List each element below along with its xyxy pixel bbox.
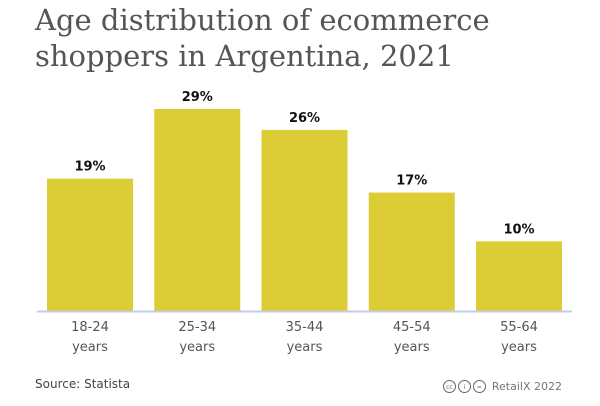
x-tick-label: years <box>179 340 215 355</box>
bar <box>476 241 562 311</box>
x-tick-label: 35-44 <box>286 320 324 335</box>
attribution-icon: i <box>457 380 471 393</box>
credit-text: RetailX 2022 <box>491 380 562 393</box>
credit: cc i = RetailX 2022 <box>442 380 562 393</box>
data-label: 29% <box>182 90 213 105</box>
bar <box>368 192 455 311</box>
x-tick-label: years <box>72 340 108 355</box>
source-note: Source: Statista <box>35 377 131 391</box>
x-tick-label: 18-24 <box>71 320 109 335</box>
bar <box>261 129 348 311</box>
x-tick-label: years <box>287 340 323 355</box>
data-label: 10% <box>503 222 534 237</box>
bar <box>47 178 133 311</box>
data-label: 26% <box>289 111 320 126</box>
no-derivatives-icon: = <box>472 380 486 393</box>
x-tick-label: 55-64 <box>500 320 538 335</box>
bar <box>154 109 241 311</box>
data-label: 19% <box>74 160 105 175</box>
x-tick-label: years <box>501 340 537 355</box>
cc-icon: cc <box>442 380 456 393</box>
data-label: 17% <box>396 174 427 189</box>
chart-title: Age distribution of ecommerce shoppers i… <box>35 3 490 73</box>
x-tick-label: years <box>394 340 430 355</box>
x-tick-label: 45-54 <box>393 320 431 335</box>
x-tick-label: 25-34 <box>178 320 216 335</box>
